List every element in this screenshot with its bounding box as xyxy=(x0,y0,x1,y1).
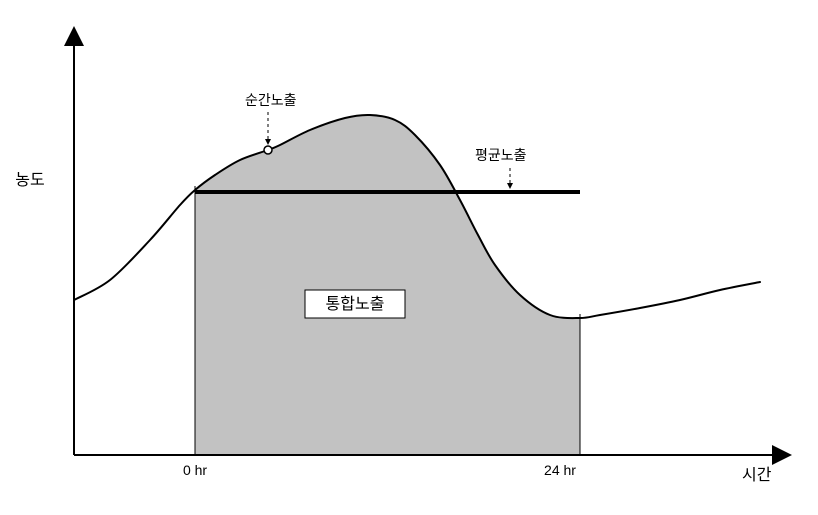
average-exposure-label: 평균노출 xyxy=(475,147,527,163)
tick-0hr: 0 hr xyxy=(183,462,207,478)
y-axis-label: 농도 xyxy=(15,171,44,189)
exposure-chart: 농도시간 0 hr 24 hr 순간노출평균노출통합노출 xyxy=(0,0,818,515)
x-axis-label: 시간 xyxy=(742,466,772,484)
instant-exposure-label: 순간노출 xyxy=(245,92,297,108)
tick-24hr: 24 hr xyxy=(544,462,576,478)
instant-exposure-marker xyxy=(264,146,272,154)
integrated-exposure-label: 통합노출 xyxy=(326,295,385,313)
chart-container: 농도시간 0 hr 24 hr 순간노출평균노출통합노출 xyxy=(0,0,818,515)
